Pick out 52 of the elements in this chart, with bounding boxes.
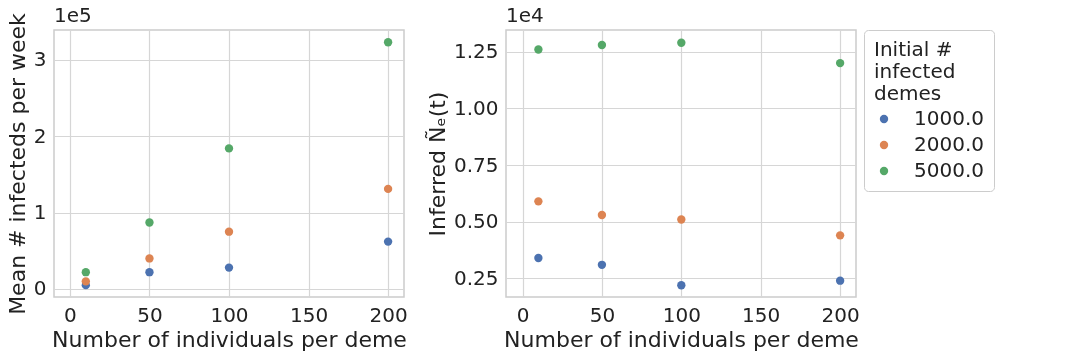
x-tick-label: 100 bbox=[662, 302, 701, 327]
point bbox=[835, 58, 845, 68]
point bbox=[81, 277, 90, 286]
point bbox=[534, 197, 543, 206]
legend-label: 2000.0 bbox=[914, 132, 984, 156]
point bbox=[677, 281, 686, 290]
x-tick-label: 200 bbox=[821, 302, 860, 327]
y-tick-label: 0 bbox=[33, 276, 47, 301]
point bbox=[81, 268, 90, 277]
x-tick-label: 0 bbox=[64, 302, 77, 327]
point bbox=[145, 268, 154, 277]
y-tick-label: 3 bbox=[33, 47, 47, 72]
point bbox=[383, 38, 393, 47]
point bbox=[597, 260, 607, 269]
text: 1e5 bbox=[54, 3, 92, 27]
point bbox=[534, 45, 543, 54]
y-axis-title: Inferred Ñₑ(t) bbox=[423, 91, 450, 237]
legend-label: 5000.0 bbox=[914, 158, 984, 182]
point bbox=[145, 254, 154, 263]
y-tick-label: 2 bbox=[33, 123, 47, 148]
point bbox=[597, 40, 607, 50]
y-axis-title: Mean # infecteds per week bbox=[4, 12, 30, 315]
point bbox=[597, 210, 607, 220]
x-tick-label: 150 bbox=[742, 302, 781, 327]
y-tick-label: 0.75 bbox=[453, 152, 499, 177]
x-tick-label: 200 bbox=[369, 302, 408, 327]
point bbox=[677, 215, 686, 224]
point bbox=[835, 231, 845, 240]
point bbox=[224, 227, 234, 236]
point bbox=[224, 263, 234, 272]
y-tick-label: 0.50 bbox=[453, 209, 499, 234]
y-tick-label: 1 bbox=[33, 200, 47, 225]
y-tick-label: 1.25 bbox=[453, 39, 499, 64]
x-tick-label: 50 bbox=[137, 302, 163, 327]
x-tick-label: 150 bbox=[289, 302, 329, 327]
x-tick-label: 0 bbox=[516, 302, 530, 327]
point bbox=[835, 276, 845, 285]
point bbox=[677, 38, 686, 47]
x-tick-label: 100 bbox=[210, 302, 249, 327]
x-tick-label: 50 bbox=[589, 302, 616, 327]
legend-label: 1000.0 bbox=[914, 106, 984, 130]
y-tick-label: 0.25 bbox=[453, 265, 499, 290]
x-axis-title: Number of individuals per deme bbox=[504, 326, 859, 352]
point bbox=[224, 144, 234, 153]
point bbox=[534, 253, 543, 263]
text: 1e4 bbox=[506, 3, 544, 27]
point bbox=[383, 184, 393, 194]
legend-title: Initial # infected demes bbox=[874, 37, 956, 105]
point bbox=[383, 237, 393, 246]
y-tick-label: 1.00 bbox=[453, 95, 499, 120]
x-axis-title: Number of individuals per deme bbox=[52, 326, 407, 352]
point bbox=[145, 218, 154, 227]
